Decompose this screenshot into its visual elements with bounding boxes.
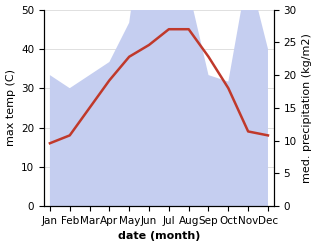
Y-axis label: med. precipitation (kg/m2): med. precipitation (kg/m2) bbox=[302, 33, 313, 183]
Y-axis label: max temp (C): max temp (C) bbox=[5, 69, 16, 146]
X-axis label: date (month): date (month) bbox=[118, 231, 200, 242]
